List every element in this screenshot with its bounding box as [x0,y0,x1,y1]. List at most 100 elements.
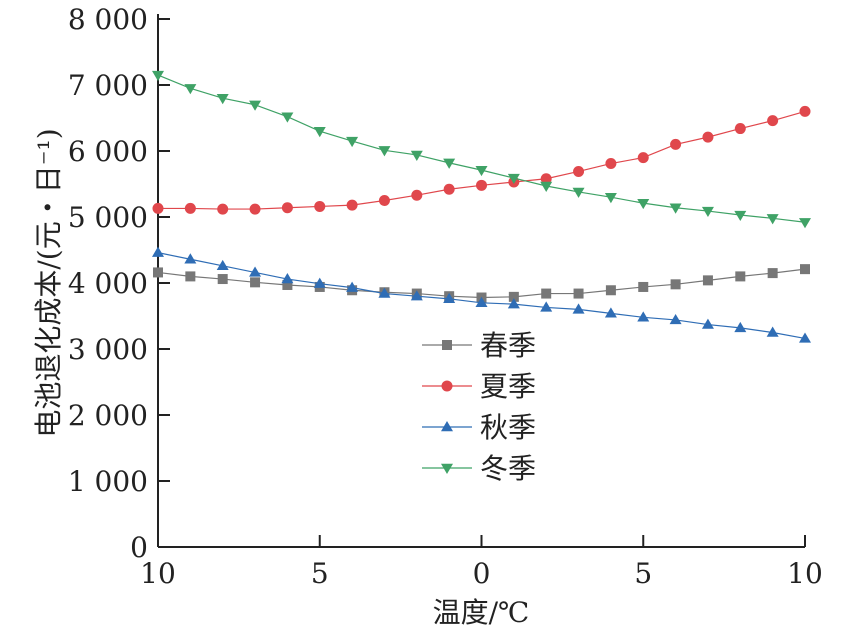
y-tick-label: 7 000 [68,69,148,102]
circle-marker [217,203,229,215]
y-axis-label: 电池退化成本/(元・日⁻¹) [32,128,65,437]
square-marker [735,271,746,282]
y-tick-label: 2 000 [68,399,148,432]
square-marker [767,268,778,279]
triangle-down-marker [734,210,747,222]
triangle-up-marker [734,321,747,333]
triangle-down-marker [443,158,456,169]
y-tick-label: 4 000 [68,267,148,300]
triangle-up-marker [701,318,714,329]
legend-item: 冬季 [422,452,536,485]
circle-marker [573,165,585,177]
circle-marker [637,152,649,164]
circle-marker [702,131,714,143]
circle-marker [670,138,682,150]
circle-marker [249,203,261,215]
triangle-up-marker [184,253,197,264]
triangle-down-marker [669,203,682,214]
square-marker [185,271,196,282]
y-tick-label: 5 000 [68,201,148,234]
legend-item: 秋季 [422,411,536,444]
triangle-down-marker [637,198,650,210]
circle-marker [281,202,293,214]
square-marker [605,285,616,296]
y-tick-label: 0 [130,531,148,564]
triangle-down-marker [313,127,326,138]
square-marker [508,291,519,302]
triangle-down-marker [378,146,391,157]
square-marker [442,340,452,350]
circle-marker [314,200,326,212]
triangle-down-marker [184,84,197,95]
triangle-up-marker [766,326,779,337]
legend-label: 冬季 [480,452,536,485]
legend-item: 夏季 [422,370,536,403]
circle-marker [184,202,196,214]
triangle-up-marker [443,292,456,304]
triangle-up-marker [540,301,553,312]
x-axis-label: 温度/℃ [433,596,530,629]
circle-marker [443,183,455,195]
triangle-down-marker [572,187,585,198]
series-group [152,70,811,343]
triangle-up-marker [572,303,585,314]
triangle-up-marker [216,259,229,271]
triangle-up-marker [507,298,520,309]
triangle-down-marker [216,94,229,105]
legend-item: 春季 [422,329,536,362]
triangle-up-marker [281,273,294,284]
triangle-up-marker [410,290,423,301]
legend-label: 秋季 [480,411,536,444]
series-triangle-up [152,246,811,343]
triangle-down-marker [475,165,488,177]
series-line [157,74,806,223]
triangle-up-marker [799,332,811,343]
square-marker [541,288,552,299]
y-tick-label: 3 000 [68,333,148,366]
triangle-up-marker [249,266,262,277]
y-tick-label: 8 000 [68,3,148,36]
circle-marker [378,195,390,206]
triangle-up-marker [152,246,164,257]
square-marker [638,281,649,292]
circle-marker [734,123,746,135]
triangle-down-marker [604,193,617,204]
circle-marker [411,189,423,201]
triangle-up-marker [604,307,617,318]
y-tick-label: 1 000 [68,465,148,498]
triangle-down-marker [540,181,553,192]
triangle-up-marker [441,421,453,432]
x-tick-label: 10 [140,557,176,590]
circle-marker [152,202,164,214]
triangle-down-marker [152,70,164,82]
triangle-up-marker [669,313,682,325]
square-marker [573,288,584,299]
series-triangle-down [152,70,811,229]
square-marker [670,279,681,290]
triangle-up-marker [378,287,391,298]
axes: 0 1 000 2 000 3 000 4 000 5 000 6 000 7 000 8 00… [68,3,823,590]
x-tick-label: 10 [787,557,823,590]
circle-marker [767,115,779,127]
triangle-down-marker [766,214,779,225]
circle-marker [441,380,453,392]
triangle-down-marker [441,463,453,474]
triangle-down-marker [799,218,811,229]
square-marker [250,277,261,288]
legend-label: 春季 [480,329,536,362]
circle-marker [540,173,552,185]
x-tick-label: 5 [311,557,329,590]
triangle-up-marker [313,277,326,288]
series-square [153,264,810,303]
x-tick-label: 0 [473,557,491,590]
triangle-down-marker [281,112,294,123]
triangle-down-marker [701,206,714,218]
legend-label: 夏季 [480,370,536,403]
square-marker [800,264,810,275]
y-tick-label: 6 000 [68,135,148,168]
triangle-up-marker [475,296,488,307]
triangle-down-marker [507,173,520,185]
circle-marker [799,105,811,117]
